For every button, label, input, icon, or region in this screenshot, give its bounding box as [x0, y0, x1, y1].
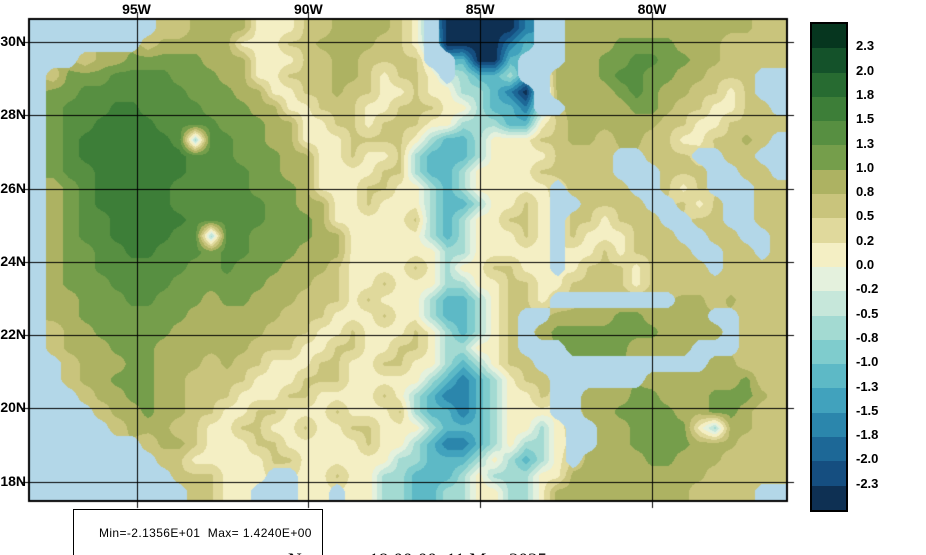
colorbar-band	[812, 121, 846, 146]
colorbar-band	[812, 24, 846, 49]
colorbar-tick-label: -0.5	[856, 305, 879, 321]
colorbar-band	[812, 169, 846, 195]
colorbar-band	[812, 437, 846, 462]
colorbar-tick-label: 2.3	[856, 38, 875, 54]
colorbar-tick-label: 0.8	[856, 184, 875, 200]
lat-tick-label: 22N	[0, 326, 26, 343]
colorbar-tick-label: 1.0	[856, 159, 875, 175]
colorbar-band	[812, 72, 846, 97]
colorbar-band	[812, 461, 846, 486]
minmax-annotation-box: Min=-2.1356E+01 Max= 1.4240E+00	[73, 509, 323, 555]
colorbar-tick-label: 0.2	[856, 232, 875, 248]
colorbar-band	[812, 388, 846, 413]
colorbar-band	[812, 266, 846, 292]
colorbar-band	[812, 412, 846, 438]
contour-field-canvas	[22, 12, 796, 510]
lat-tick-label: 28N	[0, 106, 26, 123]
colorbar-tick-label: 1.5	[856, 111, 875, 127]
colorbar-band	[812, 364, 846, 389]
lat-tick-label: 18N	[0, 472, 26, 489]
caption: Nowcast : 18:00:00 11 May 2025	[30, 528, 786, 555]
colorbar-tick-label: -2.0	[856, 451, 879, 467]
colorbar-tick-label: 1.8	[856, 86, 875, 102]
colorbar-tick-label: -1.0	[856, 354, 879, 370]
colorbar-tick-label: -2.3	[856, 475, 879, 491]
colorbar-tick-label: -0.8	[856, 329, 879, 345]
colorbar-tick-label: -0.2	[856, 281, 879, 297]
colorbar-band	[812, 339, 846, 365]
lat-tick-label: 20N	[0, 399, 26, 416]
colorbar-band	[812, 96, 846, 122]
colorbar-tick-label: 0.0	[856, 257, 875, 272]
colorbar-band	[812, 194, 846, 219]
caption-text: Nowcast : 18:00:00 11 May 2025	[288, 550, 547, 555]
colorbar-band	[812, 485, 846, 510]
lat-tick-label: 24N	[0, 252, 26, 269]
colorbar	[810, 22, 848, 512]
colorbar-band	[812, 315, 846, 340]
colorbar-band	[812, 242, 846, 267]
lat-tick-label: 30N	[0, 32, 26, 49]
colorbar-band	[812, 218, 846, 243]
lat-tick-label: 26N	[0, 179, 26, 196]
colorbar-tick-label: 1.3	[856, 135, 875, 151]
colorbar-tick-label: -1.8	[856, 427, 879, 443]
colorbar-band	[812, 48, 846, 73]
colorbar-band	[812, 145, 846, 170]
colorbar-tick-label: 2.0	[856, 62, 875, 78]
colorbar-tick-label: -1.3	[856, 378, 879, 394]
minmax-text: Min=-2.1356E+01 Max= 1.4240E+00	[98, 526, 312, 540]
colorbar-band	[812, 291, 846, 316]
colorbar-tick-label: 0.5	[856, 208, 875, 224]
colorbar-tick-label: -1.5	[856, 402, 879, 418]
